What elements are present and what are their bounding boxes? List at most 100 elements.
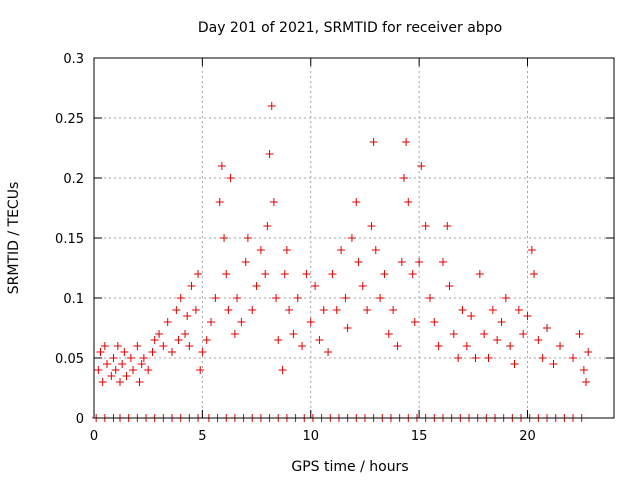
data-point <box>280 270 289 278</box>
data-points <box>92 102 593 422</box>
data-point <box>261 270 270 278</box>
data-point <box>343 324 352 332</box>
data-point <box>367 222 376 230</box>
data-point <box>248 306 257 314</box>
x-tick-label: 5 <box>198 429 206 444</box>
data-point <box>230 330 239 338</box>
data-point <box>543 324 552 332</box>
data-point <box>458 306 467 314</box>
data-point <box>410 318 419 326</box>
data-point <box>530 270 539 278</box>
data-point <box>282 246 291 254</box>
data-point <box>352 198 361 206</box>
data-point <box>96 348 105 356</box>
data-point <box>393 342 402 350</box>
data-point <box>150 336 159 344</box>
data-point <box>237 318 246 326</box>
data-point <box>111 366 120 374</box>
data-point <box>222 270 231 278</box>
data-point <box>579 366 588 374</box>
data-point <box>198 348 207 356</box>
data-point <box>506 342 515 350</box>
data-point <box>415 258 424 266</box>
data-point <box>324 348 333 356</box>
data-point <box>438 258 447 266</box>
data-point <box>113 342 122 350</box>
data-point <box>534 336 543 344</box>
x-tick-label: 0 <box>90 429 98 444</box>
data-point <box>332 306 341 314</box>
data-point <box>582 378 591 386</box>
y-tick-label: 0 <box>76 412 84 427</box>
data-point <box>135 378 144 386</box>
data-point <box>103 360 112 368</box>
data-point <box>98 378 107 386</box>
data-point <box>402 138 411 146</box>
data-point <box>369 138 378 146</box>
data-point <box>445 282 454 290</box>
data-point <box>434 342 443 350</box>
data-point <box>569 354 578 362</box>
data-point <box>354 258 363 266</box>
data-point <box>118 360 127 368</box>
data-point <box>224 306 233 314</box>
data-point <box>191 306 200 314</box>
x-tick-label: 20 <box>519 429 536 444</box>
data-point <box>139 354 148 362</box>
data-point <box>467 312 476 320</box>
data-point <box>449 330 458 338</box>
data-point <box>471 354 480 362</box>
data-point <box>358 282 367 290</box>
data-point <box>269 198 278 206</box>
data-point <box>144 366 153 374</box>
data-point <box>337 246 346 254</box>
data-point <box>523 312 532 320</box>
data-point <box>376 294 385 302</box>
data-point <box>363 306 372 314</box>
y-axis-label: SRMTID / TECUs <box>6 182 22 295</box>
data-point <box>384 330 393 338</box>
data-point <box>120 348 129 356</box>
data-point <box>215 198 224 206</box>
y-tick-label: 0.2 <box>63 172 84 187</box>
data-point <box>187 282 196 290</box>
data-point <box>176 294 185 302</box>
data-point <box>514 306 523 314</box>
data-point <box>174 336 183 344</box>
data-point <box>484 354 493 362</box>
data-point <box>211 294 220 302</box>
x-axis-label: GPS time / hours <box>291 459 408 475</box>
data-point <box>462 342 471 350</box>
data-point <box>347 234 356 242</box>
data-point <box>510 360 519 368</box>
data-point <box>220 234 229 242</box>
data-point <box>267 102 276 110</box>
data-point <box>202 336 211 344</box>
x-tick-label: 15 <box>411 429 428 444</box>
data-point <box>315 336 324 344</box>
chart-title: Day 201 of 2021, SRMTID for receiver abp… <box>198 20 502 36</box>
data-point <box>430 318 439 326</box>
y-tick-label: 0.25 <box>55 112 84 127</box>
data-point <box>475 270 484 278</box>
data-point <box>285 306 294 314</box>
data-point <box>126 354 135 362</box>
data-point <box>425 294 434 302</box>
data-point <box>289 330 298 338</box>
data-point <box>183 312 192 320</box>
data-point <box>584 348 593 356</box>
data-point <box>371 246 380 254</box>
data-point <box>116 378 125 386</box>
data-point <box>159 342 168 350</box>
data-point <box>298 342 307 350</box>
data-point <box>488 306 497 314</box>
data-point <box>185 342 194 350</box>
data-point <box>196 366 205 374</box>
y-tick-label: 0.15 <box>55 232 84 247</box>
data-point <box>480 330 489 338</box>
data-point <box>556 342 565 350</box>
data-point <box>233 294 242 302</box>
data-point <box>380 270 389 278</box>
data-point <box>194 270 203 278</box>
data-point <box>399 174 408 182</box>
